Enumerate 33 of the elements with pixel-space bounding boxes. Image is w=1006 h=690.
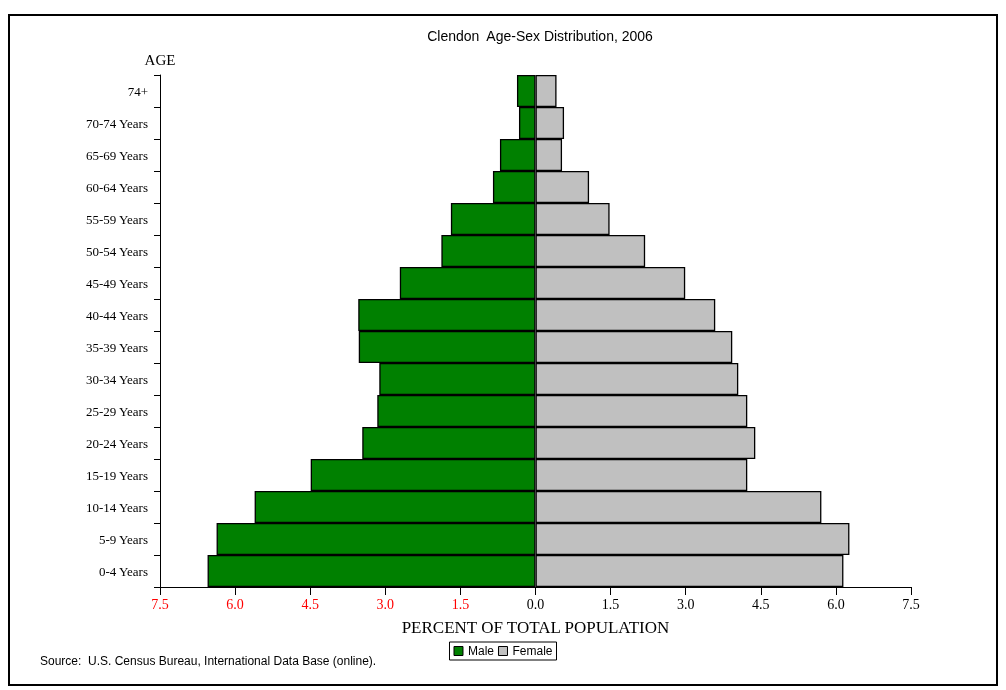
x-tick-label: 4.5 [752, 596, 770, 612]
x-tick-label: 1.5 [601, 596, 620, 612]
legend-label: Male [467, 644, 495, 658]
x-tick-label: 4.5 [301, 596, 319, 612]
x-tick-label: 6.0 [226, 596, 244, 612]
y-tick-label: 10-14 Years [85, 499, 148, 515]
x-tick-label: 0.0 [526, 596, 545, 612]
source-note: Source: U.S. Census Bureau, International Data Base (online). [40, 654, 377, 668]
x-axis-title: PERCENT OF TOTAL POPULATION [401, 618, 670, 637]
y-tick-label: 20-24 Years [85, 435, 148, 451]
y-tick-label: 70-74 Years [85, 115, 148, 131]
y-axis-title: AGE [144, 51, 176, 68]
x-tick-label: 1.5 [451, 596, 470, 612]
x-tick-label: 7.5 [151, 596, 169, 612]
x-tick-label: 3.0 [376, 596, 395, 612]
y-tick-label: 74+ [127, 83, 148, 99]
y-tick-label: 45-49 Years [85, 275, 148, 291]
x-tick-label: 6.0 [827, 596, 845, 612]
y-tick-label: 60-64 Years [85, 179, 148, 195]
chart-title: Clendon Age-Sex Distribution, 2006 [427, 28, 654, 44]
x-tick-label: 7.5 [902, 596, 920, 612]
y-tick-label: 40-44 Years [85, 307, 148, 323]
y-tick-label: 5-9 Years [98, 531, 148, 547]
legend-label: Female [512, 644, 553, 658]
y-tick-label: 35-39 Years [85, 339, 148, 355]
y-tick-label: 65-69 Years [85, 147, 148, 163]
y-tick-label: 55-59 Years [85, 211, 148, 227]
y-tick-label: 25-29 Years [85, 403, 148, 419]
y-tick-label: 50-54 Years [85, 243, 148, 259]
y-tick-label: 0-4 Years [98, 563, 148, 579]
x-tick-label: 3.0 [676, 596, 695, 612]
y-tick-label: 15-19 Years [85, 467, 148, 483]
y-tick-label: 30-34 Years [85, 371, 148, 387]
